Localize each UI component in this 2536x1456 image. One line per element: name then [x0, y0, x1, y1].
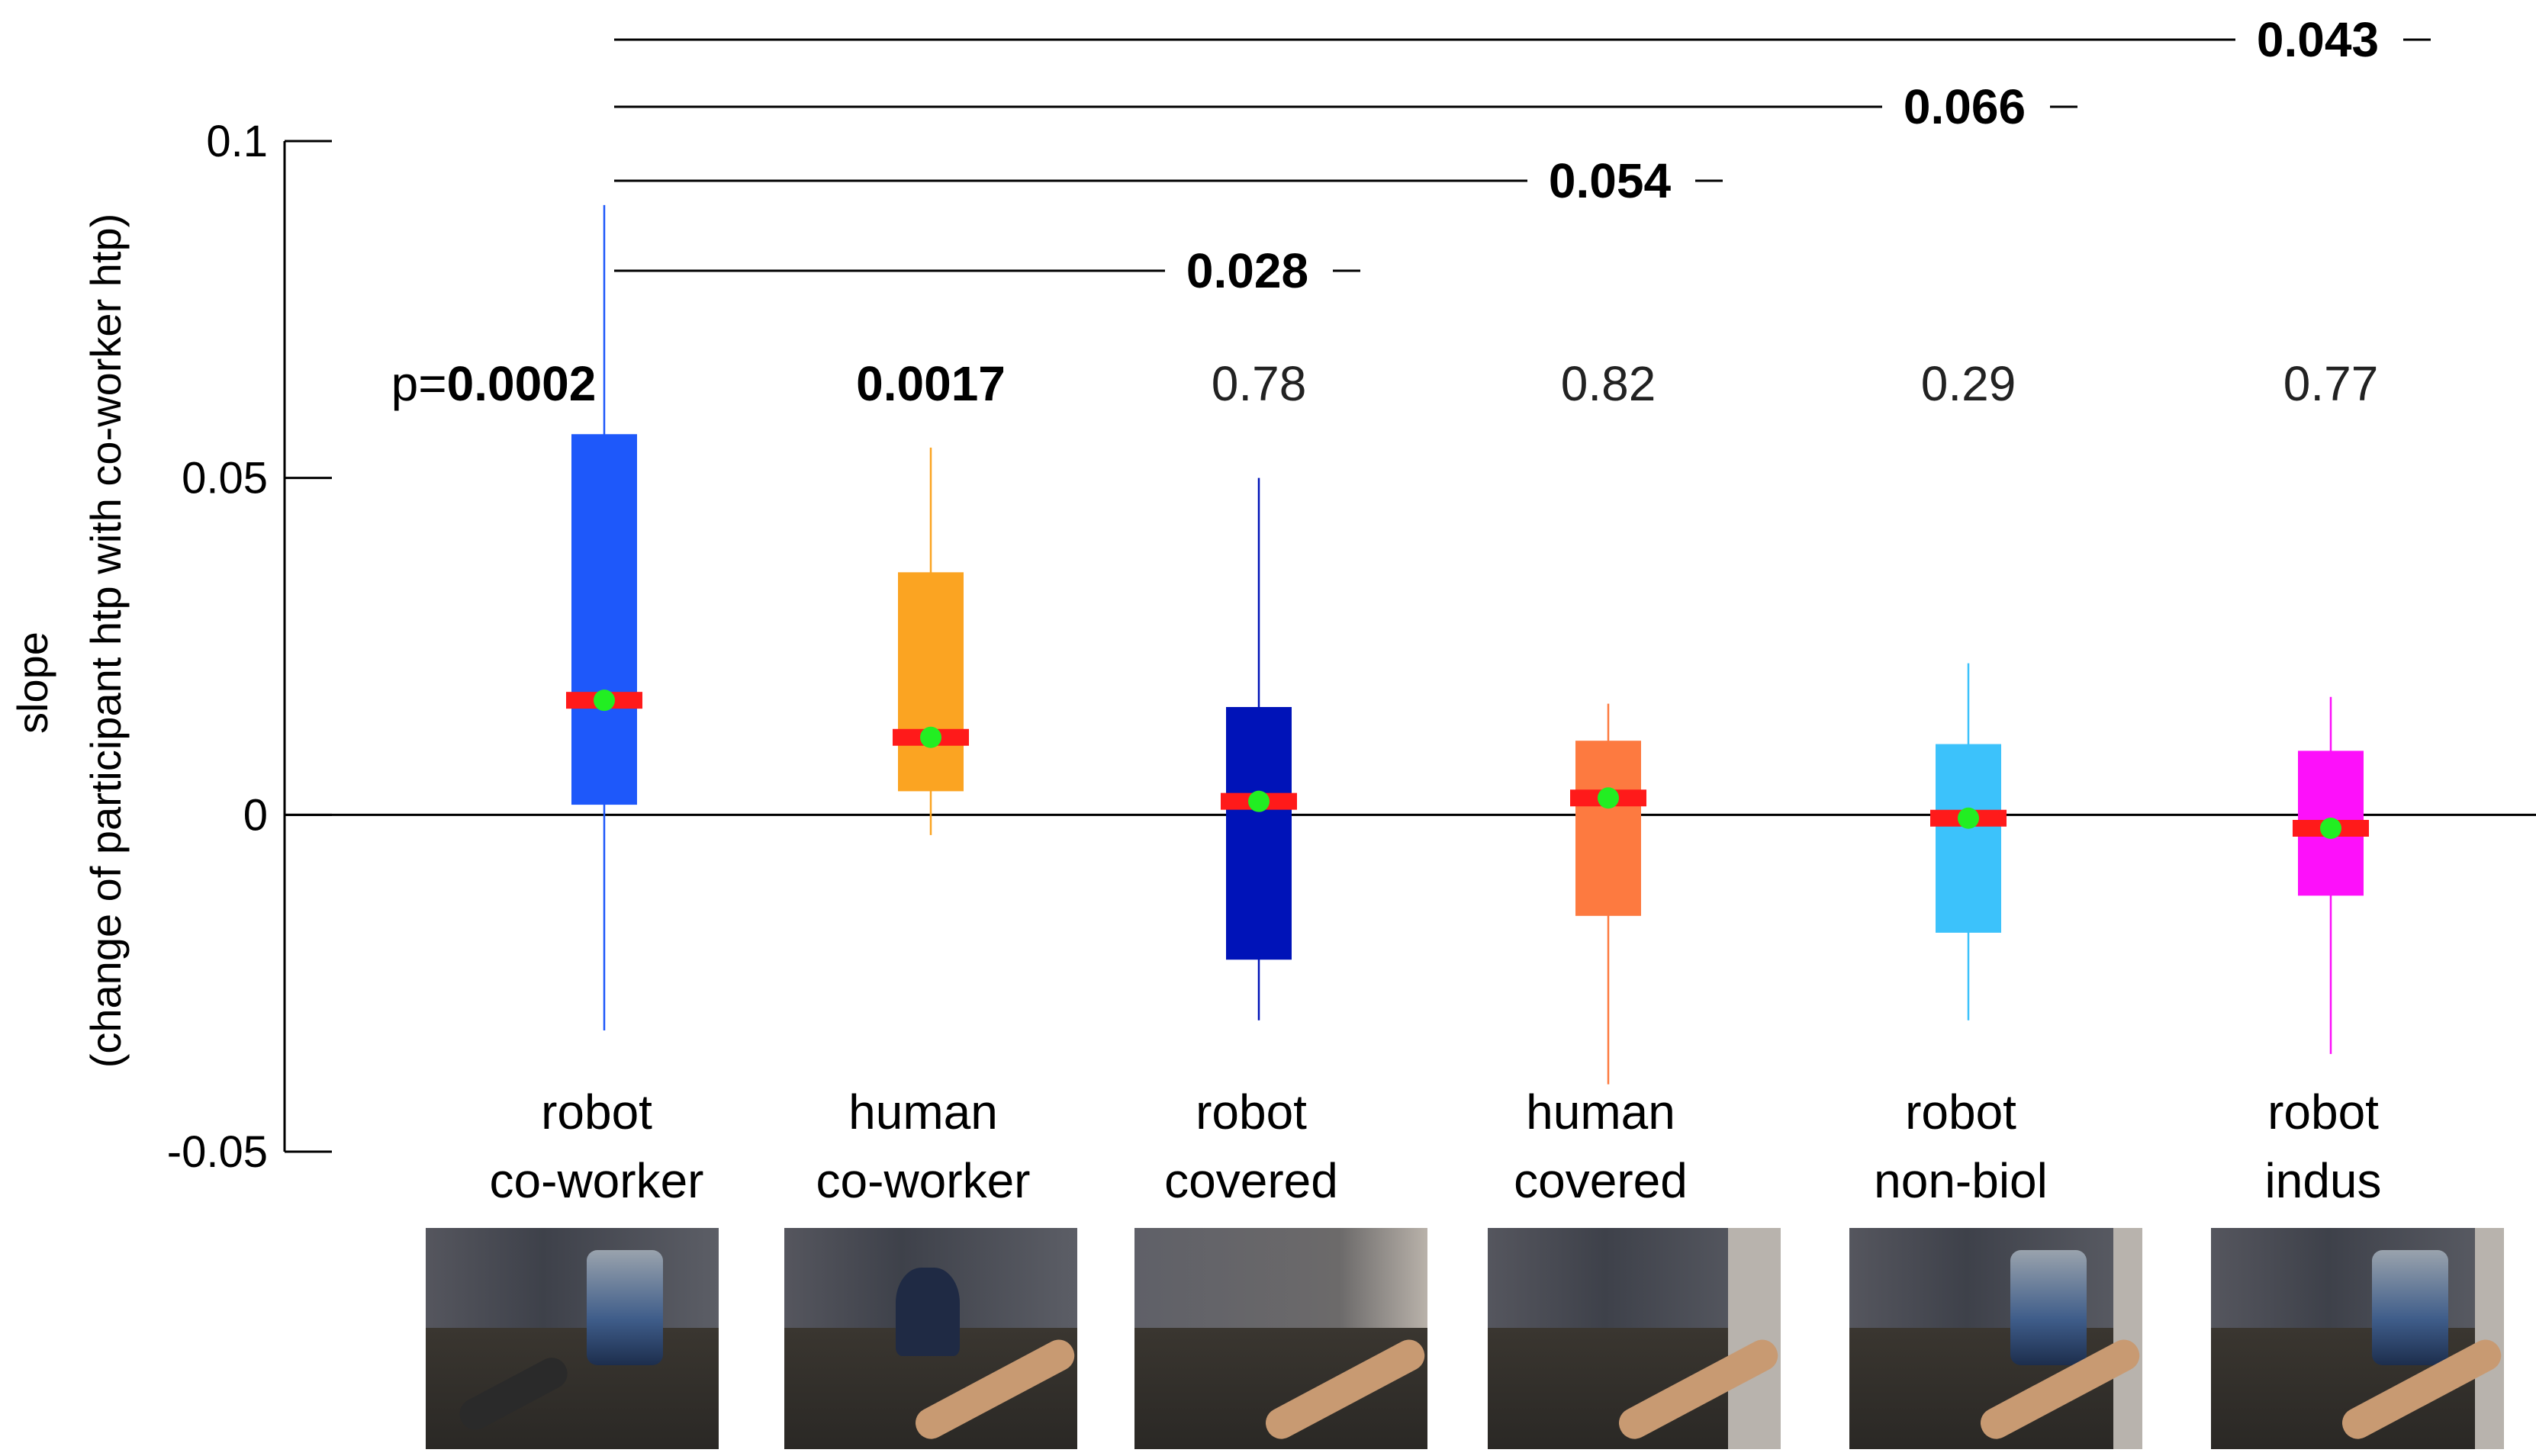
mean-dot — [920, 726, 941, 748]
y-tick-label: 0 — [243, 790, 268, 840]
mean-dot — [1598, 787, 1619, 809]
category-label-line2: covered — [1164, 1153, 1338, 1208]
box — [1936, 744, 2001, 933]
box-group — [1930, 663, 2007, 1020]
y-axis: 0.1 0.05 0 -0.05 — [167, 117, 332, 1177]
mean-dot — [1248, 790, 1270, 812]
p-value-label: 0.77 — [2283, 356, 2379, 411]
y-tick-label: -0.05 — [167, 1127, 268, 1177]
box-group — [1570, 703, 1646, 1085]
p-value-label: p=0.0002 — [391, 356, 597, 411]
p-value-label: 0.29 — [1921, 356, 2016, 411]
category-labels: p=0.0002 robot co-worker 0.0017 human co-work… — [391, 356, 2382, 1208]
box — [1226, 707, 1292, 960]
photo-human-co-worker — [784, 1228, 1077, 1449]
category-label-line2: covered — [1514, 1153, 1688, 1208]
comparison-p-value: 0.054 — [1549, 153, 1672, 208]
category-label-line1: robot — [2267, 1085, 2379, 1139]
y-axis-label-line2: (change of participant htp with co-worke… — [82, 214, 130, 1069]
category-label-line1: robot — [541, 1085, 652, 1139]
category-label-line1: robot — [1196, 1085, 1307, 1139]
category-label-line2: non-biol — [1874, 1153, 2048, 1208]
box — [571, 434, 637, 805]
category-label-line1: robot — [1905, 1085, 2016, 1139]
comparison-p-value: 0.028 — [1186, 243, 1308, 298]
category-label-line2: co-worker — [816, 1153, 1031, 1208]
box-group — [2293, 696, 2369, 1054]
mean-dot — [594, 689, 615, 712]
category-label-line1: human — [848, 1085, 998, 1139]
photo-robot-indus — [2211, 1228, 2504, 1449]
photo-robot-co-worker — [426, 1228, 719, 1449]
photo-robot-covered — [1134, 1228, 1427, 1449]
category-label-line2: co-worker — [490, 1153, 704, 1208]
category-label-line1: human — [1526, 1085, 1675, 1139]
photo-human-covered — [1488, 1228, 1781, 1449]
box-group — [1221, 477, 1297, 1020]
boxes-layer — [566, 204, 2369, 1085]
mean-dot — [2320, 818, 2341, 839]
comparison-brackets: 0.028 0.054 0.066 0.043 — [614, 12, 2431, 298]
y-tick-label: 0.05 — [182, 454, 268, 503]
p-value-label: 0.82 — [1561, 356, 1656, 411]
photo-robot-non-biol — [1849, 1228, 2142, 1449]
p-value-label: 0.0017 — [856, 356, 1006, 411]
box — [898, 572, 964, 792]
category-label-line2: indus — [2265, 1153, 2382, 1208]
p-value-label: 0.78 — [1212, 356, 1307, 411]
comparison-p-value: 0.043 — [2257, 12, 2379, 67]
comparison-p-value: 0.066 — [1904, 79, 2026, 134]
box — [1575, 741, 1641, 916]
box-group — [566, 204, 642, 1030]
y-axis-label-line1: slope — [8, 632, 56, 734]
mean-dot — [1958, 807, 1979, 829]
box-group — [893, 447, 969, 835]
y-tick-label: 0.1 — [206, 117, 268, 166]
